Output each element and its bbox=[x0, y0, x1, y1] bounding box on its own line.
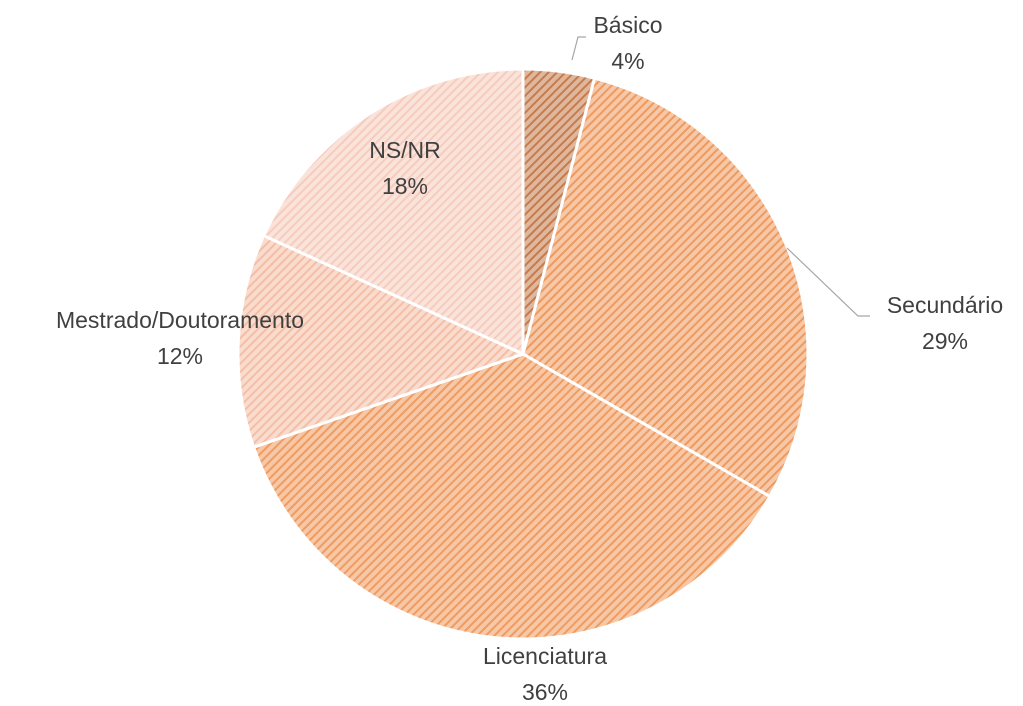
pie bbox=[236, 67, 810, 641]
category-label: Mestrado/Doutoramento bbox=[56, 307, 304, 333]
value-label: 36% bbox=[522, 679, 568, 705]
labels: Básico 4% Secundário 29% Licenciatura 36% Mest… bbox=[56, 12, 1003, 705]
leader-line bbox=[571, 36, 586, 61]
leader-line bbox=[786, 247, 870, 317]
value-label: 29% bbox=[922, 328, 968, 354]
category-label: Secundário bbox=[887, 292, 1003, 318]
pie-slice bbox=[251, 352, 772, 641]
value-label: 4% bbox=[611, 48, 644, 74]
value-label: 18% bbox=[382, 173, 428, 199]
category-label: NS/NR bbox=[369, 137, 441, 163]
pie-slice bbox=[261, 67, 525, 357]
category-label: Licenciatura bbox=[483, 643, 607, 669]
pie-slice bbox=[521, 76, 810, 499]
pie-slice bbox=[236, 233, 528, 450]
category-label: Básico bbox=[593, 12, 662, 38]
value-label: 12% bbox=[157, 343, 203, 369]
